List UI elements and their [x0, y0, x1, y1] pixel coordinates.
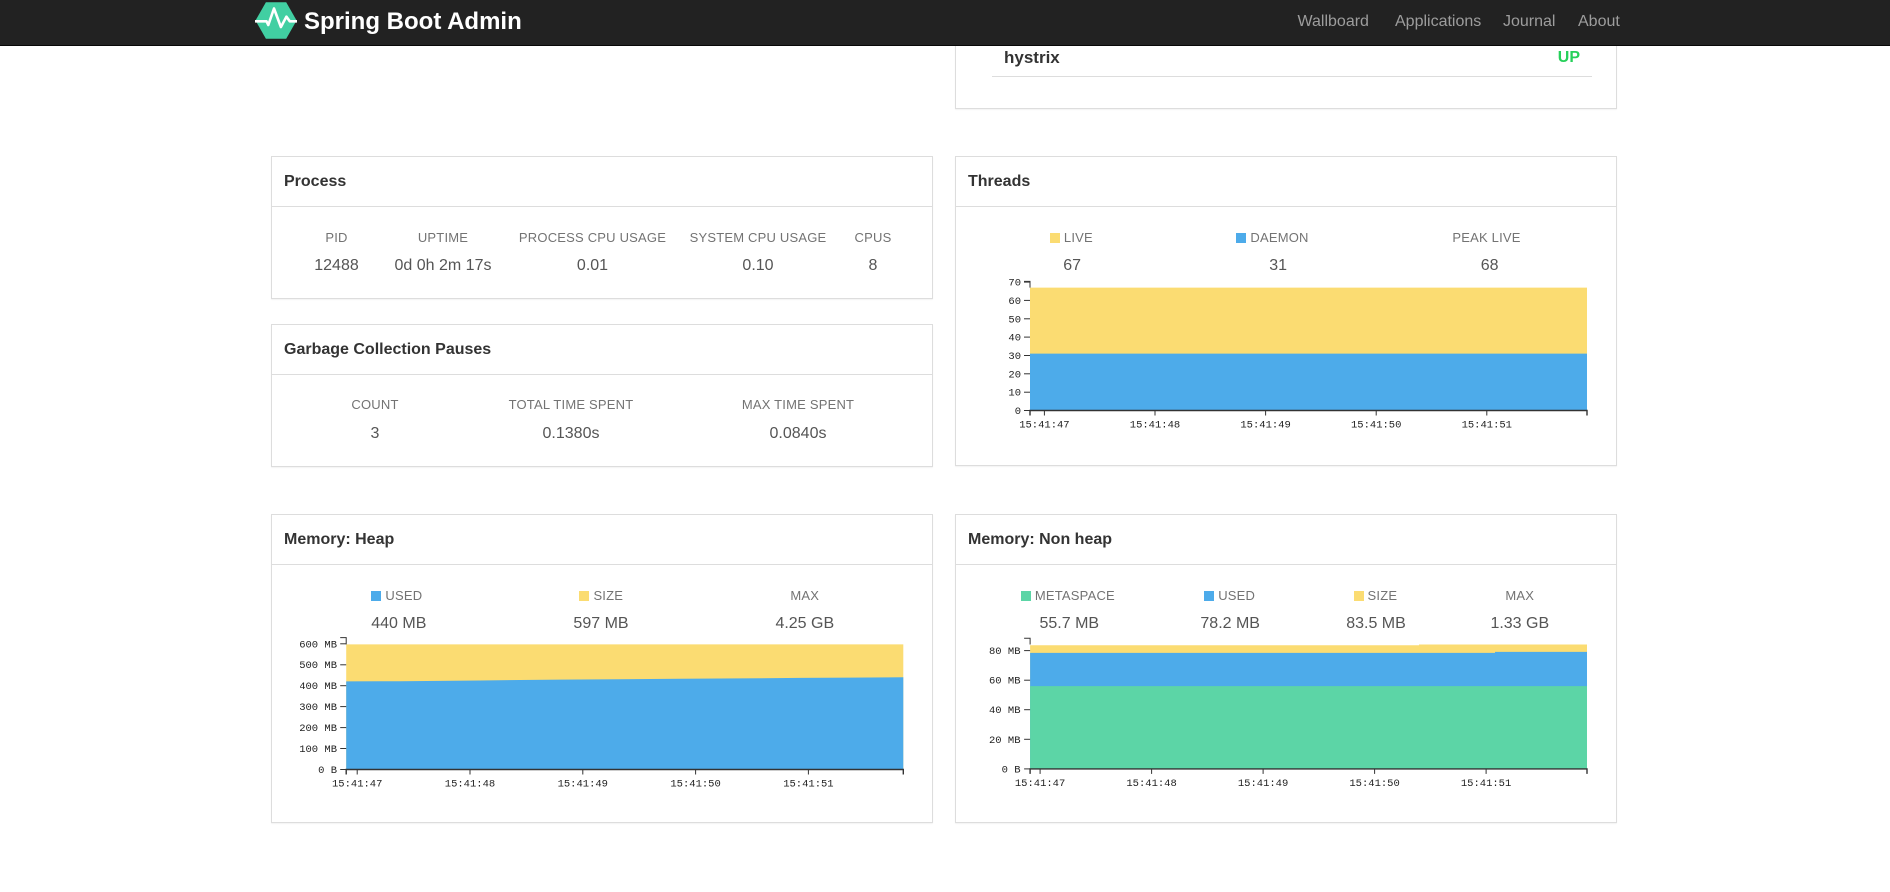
- svg-text:0 B: 0 B: [318, 765, 337, 777]
- svg-text:0 B: 0 B: [1002, 764, 1021, 776]
- svg-text:70: 70: [1008, 278, 1021, 290]
- svg-text:0: 0: [1015, 406, 1021, 418]
- svg-text:15:41:49: 15:41:49: [1238, 778, 1288, 790]
- svg-text:15:41:47: 15:41:47: [1015, 778, 1065, 790]
- svg-text:15:41:51: 15:41:51: [783, 779, 833, 791]
- svg-text:200 MB: 200 MB: [300, 723, 337, 735]
- svg-text:10: 10: [1008, 388, 1021, 400]
- svg-text:400 MB: 400 MB: [300, 681, 337, 693]
- svg-text:300 MB: 300 MB: [300, 702, 337, 714]
- svg-text:60: 60: [1008, 296, 1021, 308]
- svg-text:15:41:49: 15:41:49: [558, 779, 608, 791]
- svg-text:30: 30: [1008, 351, 1021, 363]
- svg-text:20: 20: [1008, 369, 1021, 381]
- svg-text:100 MB: 100 MB: [300, 744, 337, 756]
- svg-text:15:41:51: 15:41:51: [1462, 420, 1512, 432]
- svg-text:15:41:48: 15:41:48: [1126, 778, 1176, 790]
- svg-text:20 MB: 20 MB: [989, 735, 1021, 747]
- svg-text:600 MB: 600 MB: [300, 639, 337, 651]
- svg-text:80 MB: 80 MB: [989, 646, 1021, 658]
- svg-text:40: 40: [1008, 333, 1021, 345]
- svg-text:40 MB: 40 MB: [989, 705, 1021, 717]
- svg-text:15:41:48: 15:41:48: [445, 779, 495, 791]
- svg-text:15:41:48: 15:41:48: [1130, 420, 1180, 432]
- svg-text:15:41:49: 15:41:49: [1240, 420, 1290, 432]
- svg-text:50: 50: [1008, 314, 1021, 326]
- svg-text:15:41:50: 15:41:50: [670, 779, 720, 791]
- svg-text:60 MB: 60 MB: [989, 676, 1021, 688]
- svg-text:15:41:51: 15:41:51: [1461, 778, 1511, 790]
- svg-text:15:41:50: 15:41:50: [1351, 420, 1401, 432]
- svg-text:15:41:47: 15:41:47: [1019, 420, 1069, 432]
- svg-text:15:41:50: 15:41:50: [1349, 778, 1399, 790]
- svg-text:15:41:47: 15:41:47: [332, 779, 382, 791]
- svg-text:500 MB: 500 MB: [300, 660, 337, 672]
